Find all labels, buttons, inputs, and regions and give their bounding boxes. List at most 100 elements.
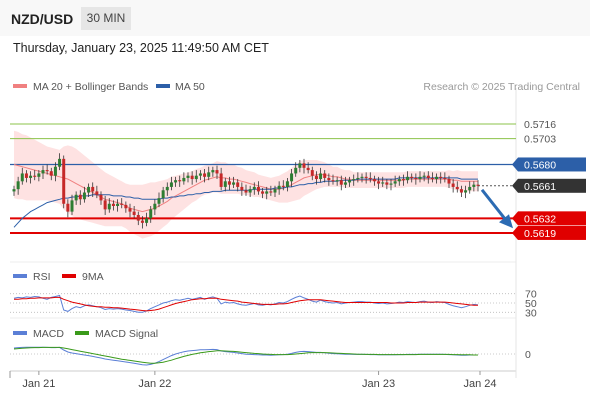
candle-body <box>219 173 223 187</box>
candle-body <box>103 200 107 210</box>
candle-body <box>33 175 37 177</box>
candle-body <box>335 180 339 182</box>
candle-body <box>190 175 194 180</box>
level-label-text: 0.5680 <box>524 159 556 171</box>
candle-body <box>145 218 149 223</box>
candle-body <box>290 173 294 182</box>
candle-body <box>339 180 343 185</box>
timestamp: Thursday, January 23, 2025 11:49:50 AM C… <box>13 41 269 55</box>
x-tick-label: Jan 23 <box>362 378 395 390</box>
candle-body <box>232 182 236 185</box>
timeframe-button[interactable]: 30 MIN <box>81 7 131 30</box>
candle-body <box>45 170 49 172</box>
candle-body <box>414 177 418 180</box>
candle-body <box>252 186 256 190</box>
candle-body <box>472 184 476 187</box>
candle-body <box>397 179 401 182</box>
candle-body <box>244 190 248 193</box>
macd-legend-label: MACD <box>33 328 64 340</box>
candle-body <box>389 183 393 185</box>
candle-body <box>198 173 202 176</box>
ma20-legend-label: MA 20 + Bollinger Bands <box>33 81 148 93</box>
candle-body <box>194 175 198 180</box>
candle-body <box>306 167 310 171</box>
candle-body <box>368 177 372 180</box>
candle-body <box>128 208 132 212</box>
rsi-tick-label: 70 <box>525 289 537 301</box>
candle-body <box>381 182 385 184</box>
candle-body <box>87 186 91 193</box>
candle-body <box>476 184 480 186</box>
candle-body <box>277 185 281 190</box>
candle-body <box>447 179 451 184</box>
candle-body <box>323 173 327 178</box>
macd-signal-line <box>13 346 478 364</box>
candle-body <box>314 175 318 180</box>
x-tick-label: Jan 21 <box>22 378 55 390</box>
candle-body <box>426 175 430 178</box>
level-label-box-0.5632 <box>518 211 586 226</box>
chart-header: NZD/USD 30 MIN <box>0 0 590 36</box>
rsi-tick-label: 30 <box>525 307 537 319</box>
candle-body <box>153 203 157 210</box>
candle-body <box>348 180 352 183</box>
candle-body <box>273 189 277 193</box>
candle-body <box>464 190 468 193</box>
rsi-9ma-line <box>14 296 478 312</box>
candle-body <box>70 200 74 212</box>
candle-body <box>331 180 335 182</box>
candle-body <box>140 220 144 223</box>
level-label-pointer-0.5680 <box>512 157 518 172</box>
rsi-9ma-legend-swatch <box>62 274 76 278</box>
candle-body <box>99 194 103 201</box>
source-credit: Research © 2025 Trading Central <box>423 81 580 93</box>
candle-body <box>385 182 389 185</box>
candle-body <box>207 172 211 177</box>
candle-body <box>41 170 45 174</box>
candle-body <box>435 176 439 180</box>
candle-body <box>319 173 323 180</box>
candle-body <box>132 211 136 215</box>
candle-body <box>136 214 140 221</box>
candle-body <box>82 192 86 200</box>
candle-body <box>91 186 95 192</box>
candle-body <box>169 182 173 187</box>
level-label-pointer-0.5632 <box>512 211 518 226</box>
candle-body <box>356 177 360 180</box>
candle-body <box>261 191 265 194</box>
candle-body <box>430 177 434 180</box>
candle-body <box>281 185 285 187</box>
candles-group <box>12 153 513 229</box>
candle-body <box>62 158 66 204</box>
candle-body <box>302 163 306 168</box>
x-tick-label: Jan 24 <box>463 378 496 390</box>
candle-body <box>410 176 414 178</box>
candle-body <box>215 170 219 174</box>
candle-body <box>451 183 455 187</box>
candle-body <box>248 189 252 193</box>
level-label-text: 0.5619 <box>524 228 556 240</box>
candle-body <box>256 186 260 192</box>
ma20-legend-swatch <box>13 84 27 88</box>
macd-legend-swatch <box>13 331 27 335</box>
candle-body <box>157 198 161 204</box>
candle-body <box>182 177 186 182</box>
level-label-pointer-0.5619 <box>512 225 518 240</box>
macd-tick-label: 0 <box>525 349 531 361</box>
projection-arrow-head <box>499 214 513 229</box>
candle-body <box>364 176 368 178</box>
candle-body <box>149 209 153 219</box>
candle-body <box>240 186 244 191</box>
rsi-9ma-legend-label: 9MA <box>82 271 104 283</box>
candle-body <box>174 180 178 183</box>
price-levels-group <box>10 123 516 234</box>
currency-pair-title: NZD/USD <box>11 11 74 27</box>
candle-body <box>58 158 62 167</box>
rsi-tick-label: 50 <box>525 298 537 310</box>
candle-body <box>186 175 190 178</box>
candle-body <box>377 181 381 184</box>
candle-body <box>227 181 231 185</box>
time-axis-group: Jan 21 Jan 22 Jan 23 Jan 24 <box>9 371 497 390</box>
candle-body <box>468 186 472 191</box>
candle-body <box>107 203 111 210</box>
